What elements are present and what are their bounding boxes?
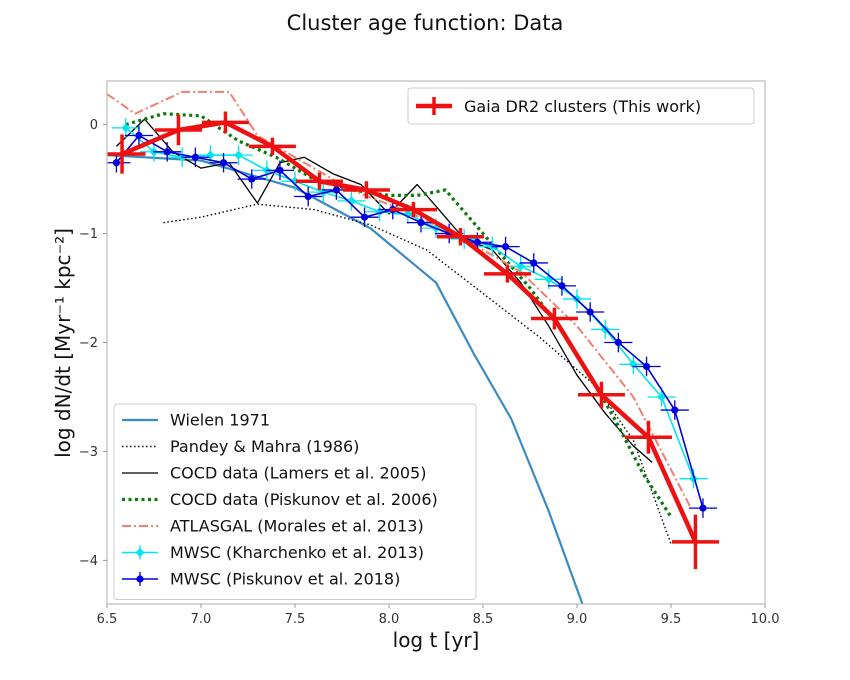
data-point <box>558 282 566 290</box>
data-point <box>657 392 667 402</box>
data-point <box>234 150 244 160</box>
data-point <box>473 238 481 246</box>
x-tick-label: 10.0 <box>751 612 780 627</box>
series-line <box>115 118 653 463</box>
data-point <box>530 259 538 267</box>
data-point <box>121 123 131 133</box>
data-point <box>586 308 594 316</box>
data-point <box>699 504 707 512</box>
x-tick-label: 7.5 <box>285 612 306 627</box>
y-tick-label: −1 <box>79 227 98 242</box>
legend-box <box>407 87 755 125</box>
x-tick-label: 7.0 <box>191 612 212 627</box>
legend-main: Gaia DR2 clusters (This work) <box>407 87 755 125</box>
legend-label: Gaia DR2 clusters (This work) <box>464 97 701 116</box>
series-line <box>115 134 704 509</box>
legend-label: COCD data (Lamers et al. 2005) <box>170 464 426 483</box>
series-line <box>107 153 584 604</box>
legend-marker <box>135 548 145 557</box>
x-tick-label: 9.0 <box>567 612 588 627</box>
series-gaia-dr2-clusters-this-work <box>107 111 719 570</box>
data-point <box>248 175 256 183</box>
legend-label: ATLASGAL (Morales et al. 2013) <box>170 517 424 536</box>
data-point <box>304 192 312 201</box>
data-point <box>360 213 369 221</box>
series-layer <box>107 90 719 604</box>
legend-label: MWSC (Kharchenko et al. 2013) <box>170 543 424 562</box>
data-point <box>219 159 228 167</box>
legend-secondary: Wielen 1971 Pandey & Mahra (1986) COCD dat… <box>113 403 477 600</box>
y-tick-label: −2 <box>79 336 98 351</box>
data-point <box>205 150 215 160</box>
legend-label: COCD data (Piskunov et al. 2006) <box>170 490 438 509</box>
data-point <box>112 159 120 167</box>
ticks-layer: 6.5 7.0 7.5 8.0 8.5 9.0 9.5 10.0 0 −1 −2 −3 −4 <box>79 118 780 627</box>
data-point <box>290 176 300 186</box>
y-tick-label: −4 <box>79 554 98 569</box>
data-point <box>332 186 340 194</box>
data-point <box>163 148 171 156</box>
data-point <box>135 131 143 140</box>
data-point <box>671 406 679 414</box>
x-tick-label: 8.0 <box>379 612 400 627</box>
chart-title: Cluster age function: Data <box>287 11 564 35</box>
data-point <box>276 166 284 174</box>
y-tick-label: 0 <box>90 118 98 133</box>
series-mwsc-piskunov-et-al-2018 <box>107 125 718 518</box>
data-point <box>642 362 651 371</box>
legend-label: Wielen 1971 <box>170 411 270 430</box>
data-point <box>501 243 510 251</box>
legend-marker <box>136 575 144 583</box>
legend-box <box>113 403 477 600</box>
x-tick-label: 8.5 <box>473 612 494 627</box>
x-axis-label: log t [yr] <box>393 628 480 652</box>
x-tick-label: 9.5 <box>661 612 682 627</box>
data-point <box>614 338 622 347</box>
x-tick-label: 6.5 <box>97 612 118 627</box>
y-axis-label: log dN/dt [Myr⁻¹ kpc⁻²] <box>51 228 75 458</box>
data-point <box>417 219 425 227</box>
data-point <box>516 261 526 271</box>
series-line <box>163 203 672 545</box>
legend-label: MWSC (Piskunov et al. 2018) <box>170 570 400 589</box>
series-pandey-mahra-1986 <box>163 203 672 545</box>
series-wielen-1971 <box>107 153 584 604</box>
y-tick-label: −3 <box>79 445 98 460</box>
legend-label: Pandey & Mahra (1986) <box>170 437 359 456</box>
series-cocd-data-lamers-et-al-2005 <box>115 118 653 463</box>
data-point <box>191 153 199 161</box>
